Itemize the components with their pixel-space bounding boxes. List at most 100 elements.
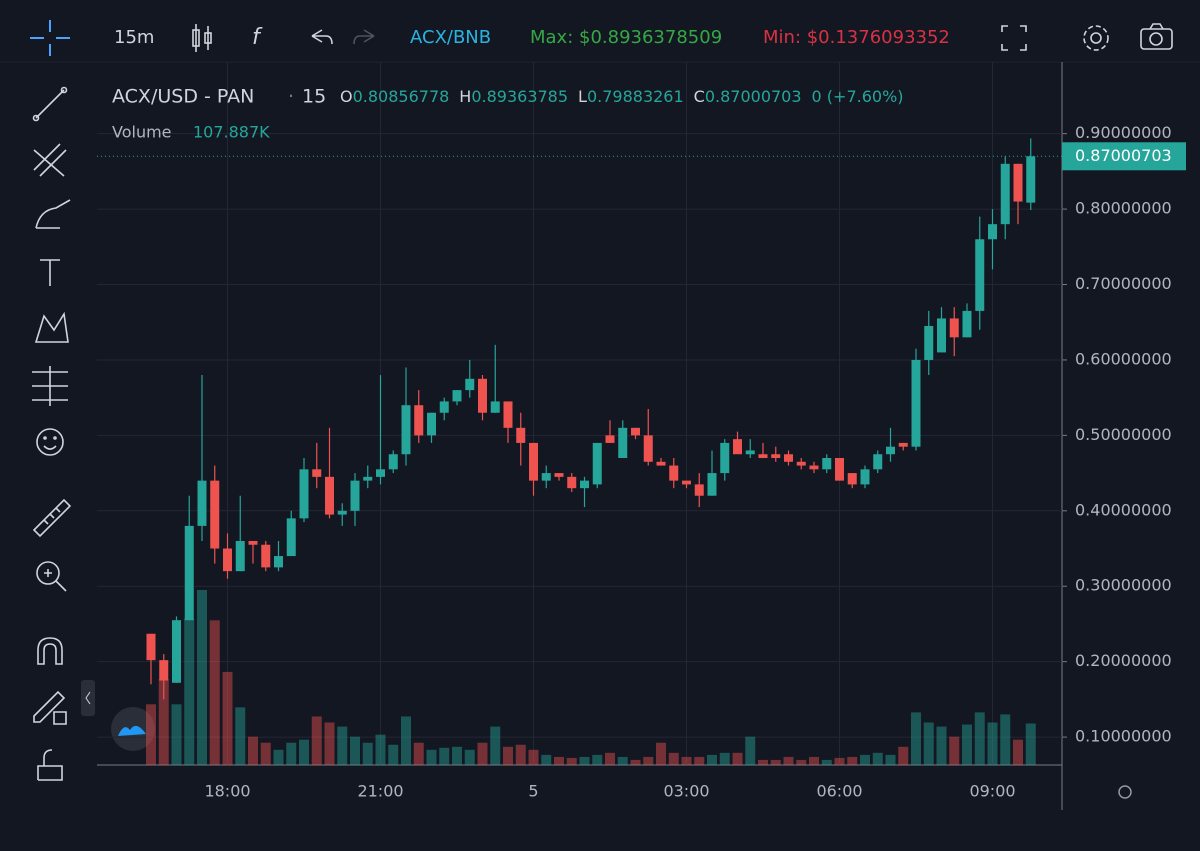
candle-body (656, 461, 666, 466)
drawing-tools[interactable] (32, 86, 72, 781)
candle-type-button[interactable] (192, 24, 212, 52)
volume-bar (719, 752, 730, 765)
volume-bar (566, 757, 577, 765)
candle-body (771, 454, 781, 459)
candle-body (529, 442, 538, 481)
volume-bar (158, 679, 169, 765)
last-price-label: 0.87000703 (1075, 146, 1172, 165)
candle-body (554, 473, 564, 477)
volume-bar (668, 752, 679, 765)
volume-bar (503, 746, 513, 765)
indicators-button[interactable]: f (252, 25, 263, 50)
volume-bar (732, 752, 743, 765)
x-tick-label: 21:00 (357, 782, 403, 801)
volume-bar (286, 742, 297, 765)
axis-settings[interactable] (1118, 785, 1132, 799)
candle-body (159, 660, 169, 681)
volume-bar (949, 736, 960, 765)
y-tick-label: 0.30000000 (1075, 576, 1172, 595)
candle-body (733, 439, 742, 455)
y-tick-label: 0.20000000 (1075, 651, 1172, 670)
candle-body (223, 548, 232, 572)
ohlc-letter: O (340, 87, 353, 106)
ohlc-letter: L (578, 87, 587, 106)
snapshot-button[interactable] (1140, 23, 1173, 50)
ohlc-value: 0.89363785 (471, 87, 568, 106)
candle-body (274, 556, 283, 568)
candle-body (478, 378, 487, 413)
candle-body (388, 454, 398, 470)
volume-bar (452, 746, 462, 765)
ohlc-legend: O0.80856778 H0.89363785 L0.79883261 C0.8700… (340, 87, 904, 106)
volume-bar (541, 754, 552, 765)
volume-bar (439, 747, 450, 765)
redo-button (353, 29, 375, 45)
volume-bar (911, 712, 921, 765)
undo-button[interactable] (311, 29, 333, 45)
candle-body (707, 473, 717, 496)
x-tick-label: 5 (528, 782, 538, 801)
ohlc-letter: H (459, 87, 471, 106)
volume-bar (847, 756, 858, 765)
fullscreen-button[interactable] (1001, 25, 1027, 51)
interval-button[interactable]: 15m (114, 27, 154, 48)
volume-bar (936, 726, 947, 765)
candle-body (439, 401, 449, 413)
collapse-button[interactable] (81, 680, 95, 716)
volume-bar (962, 724, 972, 765)
ohlc-value: 0.80856778 (353, 87, 450, 106)
crosshair-tool[interactable] (30, 20, 70, 56)
x-tick-label: 03:00 (663, 782, 709, 801)
volume-bar (388, 744, 399, 765)
candle-body (860, 469, 870, 485)
symbol-title: ACX/USD - PAN (112, 86, 254, 108)
volume-bar (362, 742, 373, 765)
candle-body (796, 461, 806, 466)
candle-body (1013, 163, 1023, 202)
volume-bar (528, 749, 539, 765)
volume-bar (694, 756, 705, 765)
candle-body (631, 427, 640, 436)
ohlc-letter: C (694, 87, 705, 106)
candle-body (873, 454, 883, 470)
candle-body (745, 450, 755, 455)
candle-body (350, 480, 360, 511)
volume-bar (821, 759, 832, 765)
volume-bar (1025, 723, 1036, 765)
candle-body (758, 454, 768, 459)
volume-bar (617, 756, 628, 765)
last-price-tag (1062, 142, 1186, 171)
candle-body (261, 544, 271, 568)
ohlc-value: 0.87000703 (705, 87, 802, 106)
candle-body (503, 401, 513, 428)
candle-body (1000, 163, 1010, 225)
volume-bar (413, 742, 424, 765)
volume-bar (579, 756, 590, 765)
candle-body (822, 458, 832, 470)
volume-bar (554, 756, 564, 765)
volume-bar (299, 739, 309, 765)
volume-bar (235, 707, 246, 765)
candle-body (541, 473, 551, 481)
settings-button[interactable] (1083, 25, 1109, 51)
candle-body (988, 224, 997, 240)
pair[interactable]: ACX/BNB (410, 27, 491, 48)
volume-bar (809, 756, 819, 765)
volume-bar (898, 746, 909, 765)
candle-body (618, 427, 628, 459)
candle-body (363, 476, 373, 481)
candle-body (248, 540, 258, 545)
candle-body (567, 476, 577, 489)
volume-bar (260, 742, 271, 765)
volume-bar (656, 742, 666, 765)
y-tick-label: 0.50000000 (1075, 425, 1172, 444)
volume-bar (643, 756, 654, 765)
volume-bar (681, 756, 692, 765)
candle-body (427, 412, 436, 436)
y-tick-label: 0.60000000 (1075, 349, 1172, 368)
candle-body (210, 480, 220, 549)
volume-bar (337, 726, 348, 765)
candle-body (682, 480, 691, 485)
volume-bar (745, 736, 756, 765)
